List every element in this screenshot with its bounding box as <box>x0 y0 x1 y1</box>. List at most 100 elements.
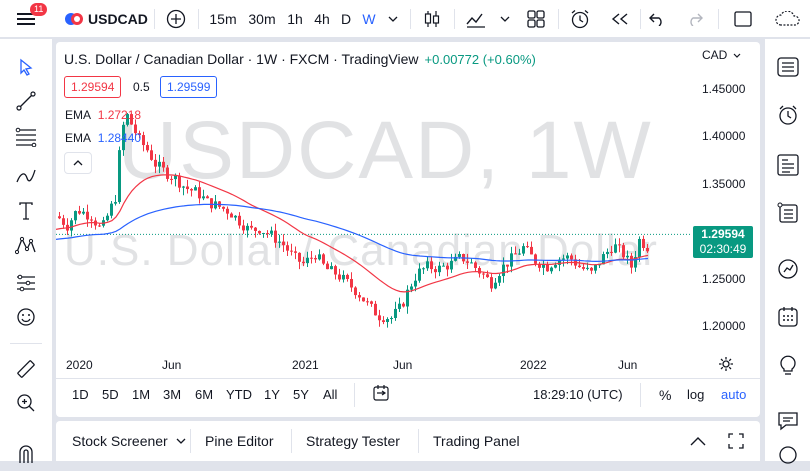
fullscreen-box-icon[interactable] <box>729 0 757 38</box>
candles-icon[interactable] <box>418 0 446 38</box>
candle-body <box>162 161 165 168</box>
hotlist-icon[interactable] <box>772 301 804 333</box>
candle-body <box>494 282 497 289</box>
ema-legend-2[interactable]: EMA 1.28440 <box>65 131 141 145</box>
tab-trading-panel[interactable]: Trading Panel <box>433 433 520 449</box>
symbol-watermark: USDCAD, 1W <box>118 105 653 196</box>
interval-4h[interactable]: 4h <box>314 11 330 27</box>
candle-body <box>130 114 133 125</box>
price-chart[interactable] <box>56 42 760 378</box>
percent-scale-toggle[interactable]: % <box>659 387 672 403</box>
magnet-icon[interactable] <box>10 437 42 469</box>
candle-body <box>374 303 377 316</box>
interval-30m[interactable]: 30m <box>248 11 276 27</box>
goto-date-icon[interactable] <box>372 384 390 402</box>
candle-body <box>138 133 141 136</box>
range-all[interactable]: All <box>323 387 338 402</box>
candle-body <box>194 187 197 191</box>
fullscreen-icon[interactable] <box>728 421 744 461</box>
interval-15m[interactable]: 15m <box>209 11 237 27</box>
interval-dropdown-icon[interactable] <box>386 0 400 38</box>
range-6m[interactable]: 6M <box>195 387 214 402</box>
utc-clock[interactable]: 18:29:10 (UTC) <box>533 387 623 402</box>
range-1d[interactable]: 1D <box>72 387 89 402</box>
chart-panel[interactable]: USDCAD, 1W U.S. Dollar / Canadian Dollar… <box>56 42 760 417</box>
candle-body <box>242 225 245 231</box>
emoji-icon[interactable] <box>10 301 42 333</box>
compare-add-icon[interactable] <box>162 0 190 38</box>
redo-icon[interactable] <box>681 0 709 38</box>
ruler-icon[interactable] <box>10 353 42 385</box>
buy-price-button[interactable]: 1.29599 <box>160 76 218 98</box>
candle-body <box>578 265 581 268</box>
divider <box>410 9 411 29</box>
alert-clock-icon[interactable] <box>566 0 594 38</box>
range-5d[interactable]: 5D <box>102 387 119 402</box>
cloud-save-icon[interactable] <box>768 0 808 38</box>
name-watermark: U.S. Dollar / Canadian Dollar <box>64 226 658 275</box>
range-1m[interactable]: 1M <box>132 387 151 402</box>
data-window-icon[interactable] <box>772 149 804 181</box>
log-scale-toggle[interactable]: log <box>687 387 705 402</box>
sell-price-button[interactable]: 1.29594 <box>64 76 122 98</box>
candle-body <box>446 265 449 270</box>
trendline-icon[interactable] <box>10 85 42 117</box>
candle-body <box>582 267 585 269</box>
calendar-icon[interactable] <box>772 253 804 285</box>
brush-icon[interactable] <box>10 159 42 191</box>
chart-settings-gear-icon[interactable] <box>718 356 734 372</box>
right-sidebar <box>764 39 810 464</box>
indicators-icon[interactable] <box>462 0 490 38</box>
prediction-tool-icon[interactable] <box>10 267 42 299</box>
pattern-icon[interactable] <box>10 229 42 261</box>
range-1y[interactable]: 1Y <box>264 387 280 402</box>
ideas-lightbulb-icon[interactable] <box>772 349 804 381</box>
symbol-search-button[interactable]: USDCAD <box>64 0 148 38</box>
more-apps-icon[interactable] <box>772 439 804 471</box>
maximize-panel-icon[interactable] <box>690 421 706 461</box>
divider <box>558 9 559 29</box>
interval-d[interactable]: D <box>340 11 352 27</box>
candle-body <box>610 251 613 253</box>
candle-body <box>70 220 73 231</box>
candle-body <box>502 264 505 277</box>
candle-body <box>406 289 409 307</box>
auto-scale-toggle[interactable]: auto <box>721 387 747 402</box>
chat-icon[interactable] <box>772 405 804 437</box>
ema-legend-1[interactable]: EMA 1.27218 <box>65 108 141 122</box>
zoom-in-icon[interactable] <box>10 387 42 419</box>
range-3m[interactable]: 3M <box>163 387 182 402</box>
alerts-clock-icon[interactable] <box>772 99 804 131</box>
interval-w[interactable]: W <box>362 11 376 27</box>
candle-body <box>78 211 81 214</box>
text-tool-icon[interactable] <box>10 195 42 227</box>
watchlist-icon[interactable] <box>772 51 804 83</box>
undo-icon[interactable] <box>643 0 671 38</box>
currency-selector[interactable]: CAD <box>702 48 741 62</box>
candle-body <box>142 135 145 146</box>
tab-pine-editor[interactable]: Pine Editor <box>205 433 274 449</box>
legend-collapse-button[interactable] <box>64 152 92 174</box>
candle-body <box>82 211 85 214</box>
candle-body <box>74 211 77 221</box>
fib-retracement-icon[interactable] <box>10 121 42 153</box>
replay-icon[interactable] <box>606 0 634 38</box>
time-tick: 2020 <box>66 358 93 372</box>
tab-strategy-tester[interactable]: Strategy Tester <box>306 433 400 449</box>
news-icon[interactable] <box>772 197 804 229</box>
cursor-icon[interactable] <box>10 51 42 83</box>
menu-icon[interactable] <box>12 0 40 38</box>
candle-body <box>90 219 93 221</box>
indicators-dropdown-icon[interactable] <box>498 0 512 38</box>
range-ytd[interactable]: YTD <box>226 387 252 402</box>
range-5y[interactable]: 5Y <box>293 387 309 402</box>
layout-grid-icon[interactable] <box>522 0 550 38</box>
tab-stock-screener[interactable]: Stock Screener <box>72 421 186 461</box>
interval-1h[interactable]: 1h <box>287 11 303 27</box>
ema-slow-line <box>56 203 649 263</box>
candle-body <box>490 277 493 289</box>
tab-label: Stock Screener <box>72 433 168 449</box>
candle-body <box>350 278 353 288</box>
candle-body <box>422 268 425 270</box>
candle-body <box>382 320 385 323</box>
